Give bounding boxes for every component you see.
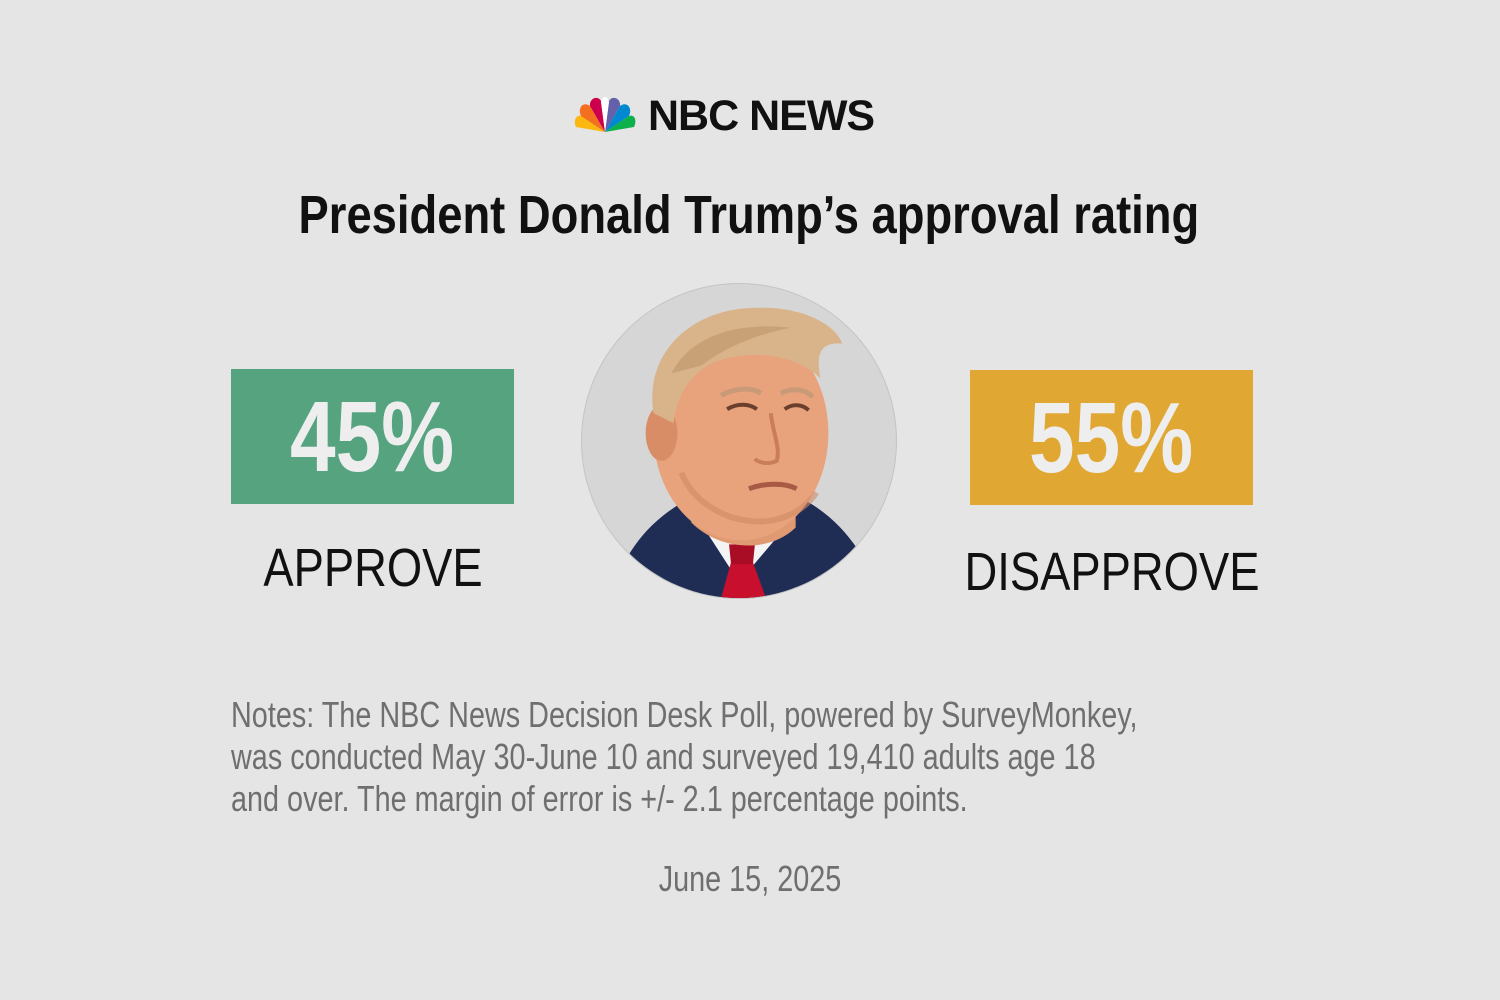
- approve-box: 45%: [231, 369, 514, 504]
- disapprove-label: DISAPPROVE: [964, 542, 1260, 602]
- notes-line: Notes: The NBC News Decision Desk Poll, …: [231, 694, 1138, 735]
- page-title: President Donald Trump’s approval rating: [298, 185, 1200, 245]
- portrait-photo: [581, 283, 897, 599]
- publish-date: June 15, 2025: [658, 858, 842, 899]
- notes-line: and over. The margin of error is +/- 2.1…: [231, 778, 968, 819]
- brand-wordmark: NBC NEWS: [648, 92, 875, 140]
- approve-value: 45%: [290, 380, 455, 493]
- poll-notes: Notes: The NBC News Decision Desk Poll, …: [231, 694, 1138, 820]
- disapprove-box: 55%: [970, 370, 1253, 505]
- nbc-news-logo: NBC NEWS: [574, 94, 928, 138]
- disapprove-value: 55%: [1029, 381, 1194, 494]
- notes-line: was conducted May 30-June 10 and surveye…: [231, 736, 1096, 777]
- peacock-logo-icon: [574, 97, 636, 132]
- approve-label: APPROVE: [263, 538, 483, 598]
